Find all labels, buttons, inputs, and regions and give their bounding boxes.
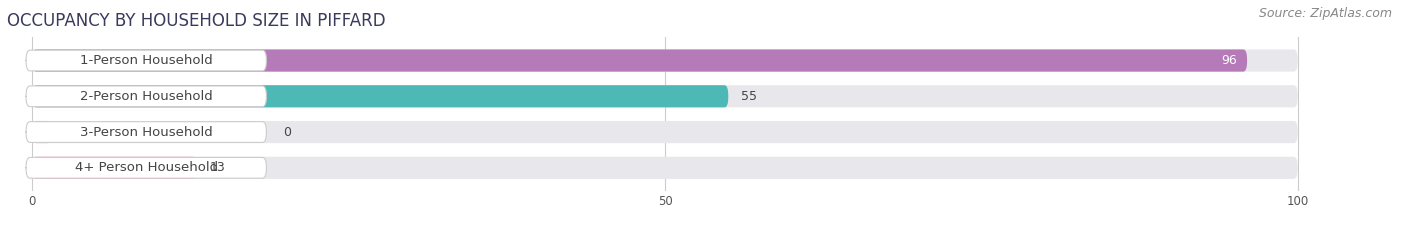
Text: OCCUPANCY BY HOUSEHOLD SIZE IN PIFFARD: OCCUPANCY BY HOUSEHOLD SIZE IN PIFFARD — [7, 12, 385, 30]
FancyBboxPatch shape — [27, 122, 267, 142]
FancyBboxPatch shape — [32, 49, 1298, 72]
Text: 96: 96 — [1222, 54, 1237, 67]
FancyBboxPatch shape — [27, 50, 267, 71]
FancyBboxPatch shape — [32, 49, 1247, 72]
FancyBboxPatch shape — [27, 86, 267, 107]
FancyBboxPatch shape — [27, 158, 267, 178]
Text: Source: ZipAtlas.com: Source: ZipAtlas.com — [1258, 7, 1392, 20]
Text: 4+ Person Household: 4+ Person Household — [75, 161, 218, 174]
Text: 1-Person Household: 1-Person Household — [80, 54, 212, 67]
FancyBboxPatch shape — [32, 121, 52, 143]
FancyBboxPatch shape — [32, 121, 1298, 143]
Text: 55: 55 — [741, 90, 756, 103]
FancyBboxPatch shape — [32, 157, 1298, 179]
Text: 3-Person Household: 3-Person Household — [80, 126, 212, 139]
Text: 0: 0 — [283, 126, 291, 139]
FancyBboxPatch shape — [32, 85, 728, 107]
FancyBboxPatch shape — [32, 85, 1298, 107]
FancyBboxPatch shape — [32, 157, 197, 179]
Text: 13: 13 — [209, 161, 225, 174]
Text: 2-Person Household: 2-Person Household — [80, 90, 212, 103]
